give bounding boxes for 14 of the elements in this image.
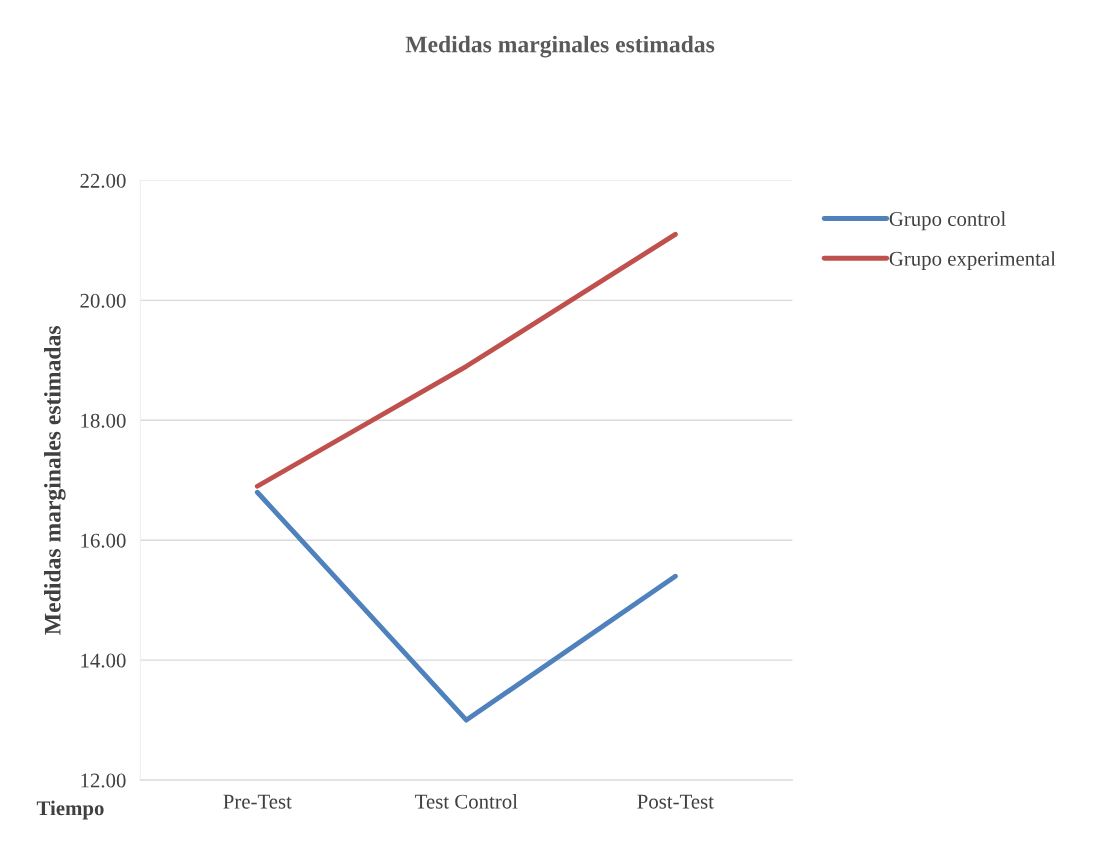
y-tick-label: 22.00 <box>80 173 126 188</box>
y-tick-label: 18.00 <box>81 413 126 428</box>
x-tick-label: Pre-Test <box>223 794 292 809</box>
x-tick-label: Test Control <box>415 793 518 809</box>
x-tick-label: Post-Test <box>637 794 714 809</box>
y-tick-label: 14.00 <box>81 653 126 668</box>
legend-label: Grupo experimental <box>889 251 1056 271</box>
y-axis-title: Medidas marginales estimadas <box>44 326 66 635</box>
chart-title: Medidas marginales estimadas <box>405 35 715 58</box>
y-tick-label: 12.00 <box>81 773 126 788</box>
y-tick-label: 20.00 <box>80 293 126 308</box>
legend-label: Grupo control <box>889 211 1006 231</box>
y-tick-label: 16.00 <box>81 533 126 548</box>
x-axis-title: Tiempo <box>36 800 104 820</box>
